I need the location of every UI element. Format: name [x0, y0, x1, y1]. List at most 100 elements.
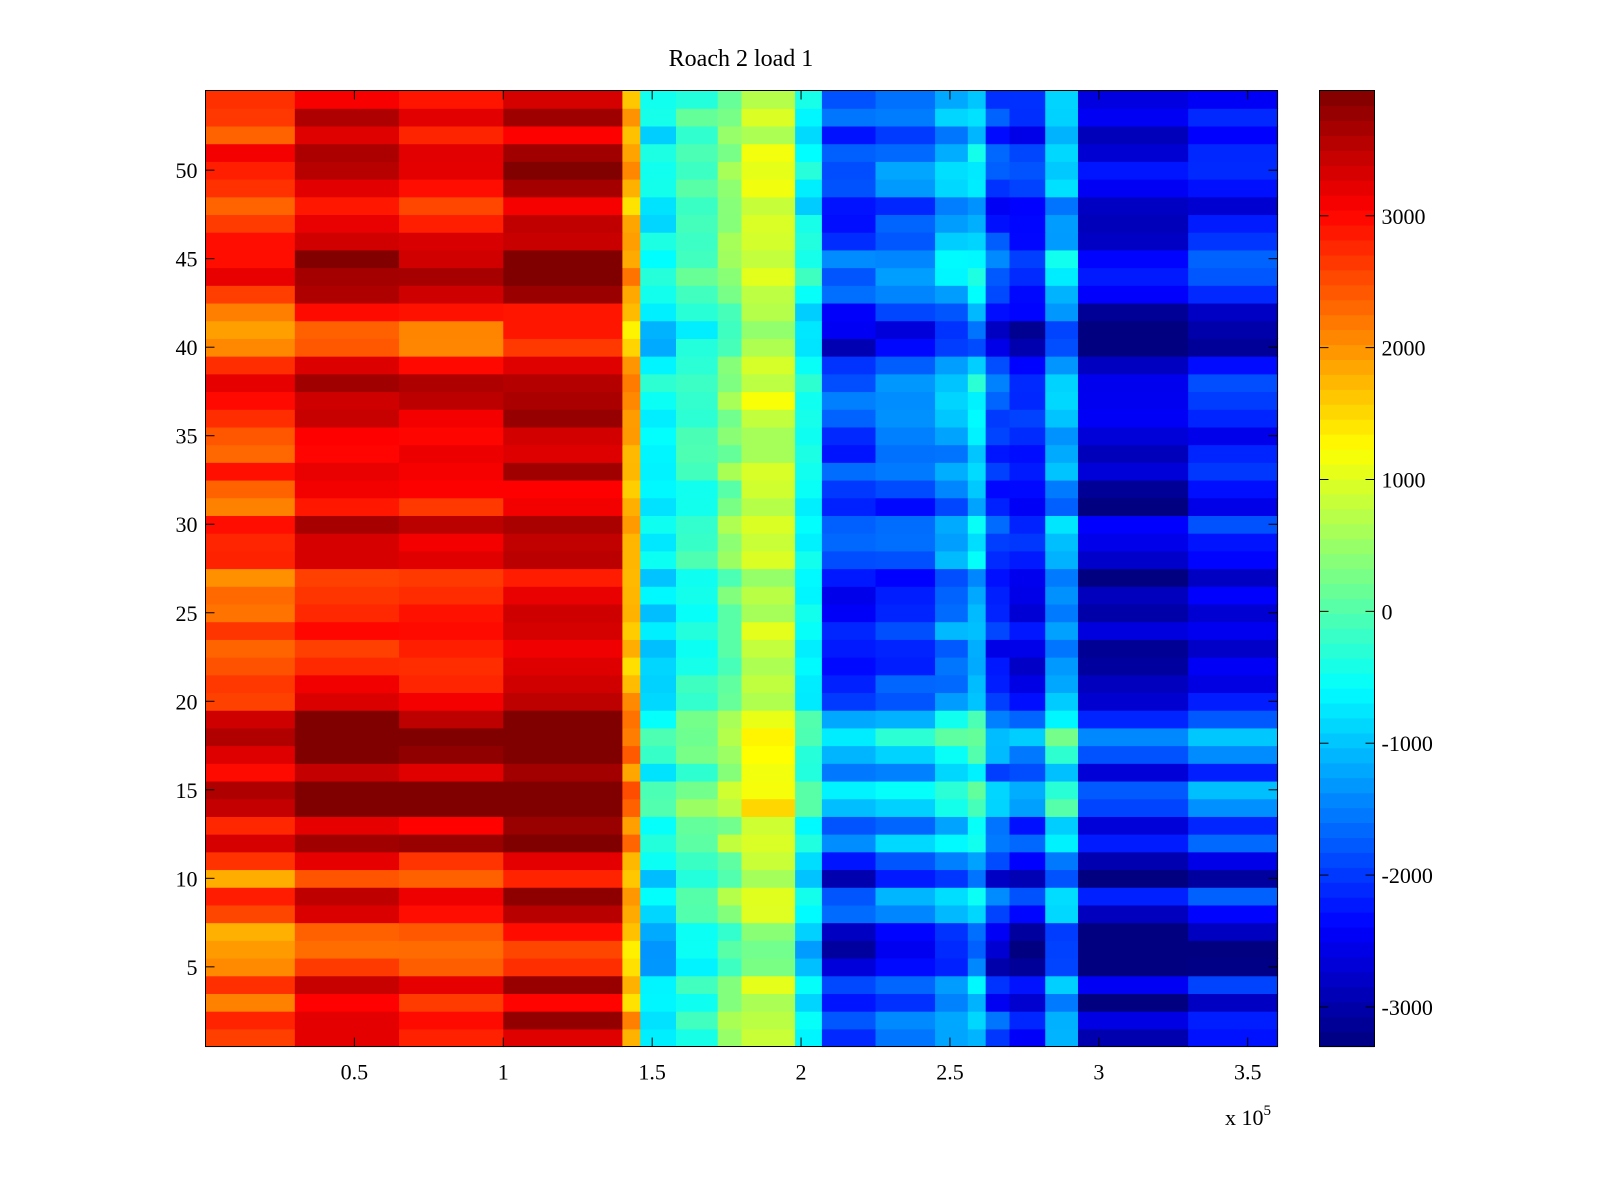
heat-cell	[503, 975, 623, 994]
heat-cell	[821, 1011, 877, 1030]
heat-cell	[503, 409, 623, 428]
heat-cell	[795, 356, 823, 375]
heat-cell	[640, 409, 677, 428]
y-tick-label: 10	[176, 866, 198, 891]
heat-cell	[821, 727, 877, 747]
heat-cell	[640, 851, 677, 871]
heat-cell	[935, 798, 969, 817]
heat-cell	[622, 391, 641, 410]
heat-cell	[967, 125, 987, 145]
heat-cell	[205, 302, 296, 322]
heat-cell	[875, 1028, 936, 1048]
heat-cell	[795, 161, 823, 180]
heat-cell	[717, 975, 743, 994]
heat-cell	[717, 1011, 743, 1030]
heat-cell	[1009, 763, 1046, 782]
heat-cell	[967, 267, 987, 286]
heat-cell	[1045, 356, 1079, 375]
heat-cell	[622, 1011, 641, 1030]
heat-cell	[622, 444, 641, 463]
heat-cell	[935, 1011, 969, 1030]
heat-cell	[1077, 887, 1189, 906]
heat-cell	[675, 957, 719, 977]
heat-cell	[741, 479, 796, 499]
heat-cell	[1009, 922, 1046, 941]
heat-cell	[205, 922, 296, 941]
heat-cell	[1045, 639, 1079, 658]
heat-cell	[1188, 338, 1279, 357]
heat-cell	[399, 710, 504, 729]
heat-cell	[821, 1028, 877, 1048]
heat-cell	[875, 515, 936, 534]
heat-cell	[399, 338, 504, 357]
heat-cell	[935, 657, 969, 676]
heat-cell	[935, 993, 969, 1012]
heat-cell	[399, 639, 504, 658]
x-tick-label: 3	[1093, 1060, 1104, 1085]
colorbar-step	[1319, 956, 1375, 973]
heat-cell	[503, 674, 623, 694]
heat-cell	[795, 462, 823, 481]
heat-cell	[503, 125, 623, 145]
heat-cell	[640, 887, 677, 906]
heat-cell	[399, 657, 504, 676]
heat-cell	[622, 993, 641, 1012]
heat-cell	[1188, 621, 1279, 640]
heat-cell	[741, 196, 796, 216]
heat-cell	[1045, 763, 1079, 782]
heat-cell	[294, 922, 400, 941]
heat-cell	[205, 869, 296, 888]
heat-cell	[675, 373, 719, 393]
heat-cell	[717, 710, 743, 729]
heat-cell	[875, 338, 936, 357]
heat-cell	[640, 798, 677, 817]
heat-cell	[1077, 108, 1189, 127]
heat-cell	[1009, 957, 1046, 977]
heat-cell	[1077, 586, 1189, 605]
heat-cell	[1077, 444, 1189, 463]
heat-cell	[741, 356, 796, 375]
heat-cell	[1188, 409, 1279, 428]
heat-cell	[503, 1011, 623, 1030]
heat-cell	[399, 851, 504, 871]
heat-cell	[985, 338, 1011, 357]
heat-cell	[985, 621, 1011, 640]
heat-cell	[1045, 214, 1079, 233]
heat-cell	[821, 391, 877, 410]
colorbar-step	[1319, 254, 1375, 271]
colorbar-step	[1319, 1031, 1375, 1048]
heat-cell	[503, 179, 623, 198]
heat-cell	[795, 710, 823, 729]
heat-cell	[294, 851, 400, 871]
heat-cell	[503, 108, 623, 127]
heat-cell	[675, 196, 719, 216]
heat-cell	[503, 780, 623, 800]
heat-cell	[967, 603, 987, 623]
heat-cell	[967, 391, 987, 410]
heat-cell	[795, 214, 823, 233]
heat-cell	[821, 834, 877, 853]
heat-cell	[640, 497, 677, 516]
heat-cell	[622, 214, 641, 233]
heat-cell	[640, 957, 677, 977]
colorbar-step	[1319, 852, 1375, 868]
heat-cell	[795, 887, 823, 906]
heat-cell	[622, 922, 641, 941]
colorbar-step	[1319, 538, 1375, 555]
heat-cell	[875, 710, 936, 729]
heat-cell	[675, 586, 719, 605]
heat-cell	[1077, 568, 1189, 587]
heat-cell	[795, 940, 823, 959]
heat-cell	[1045, 674, 1079, 694]
heat-cell	[875, 409, 936, 428]
heat-cell	[294, 285, 400, 304]
heat-cell	[1009, 161, 1046, 180]
heat-cell	[675, 975, 719, 994]
heat-cell	[1077, 957, 1189, 977]
heat-cell	[1009, 993, 1046, 1012]
heat-cell	[1077, 373, 1189, 393]
heat-cell	[399, 940, 504, 959]
heat-cell	[675, 851, 719, 871]
heat-cell	[675, 692, 719, 711]
heat-cell	[675, 621, 719, 640]
